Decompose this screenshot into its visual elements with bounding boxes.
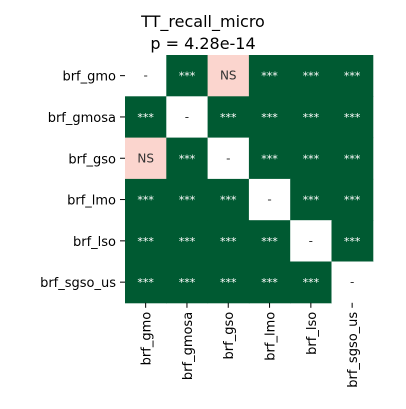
y-tick-label: brf_gso bbox=[68, 152, 116, 167]
cell-label: - bbox=[267, 193, 271, 207]
heatmap-cell bbox=[331, 96, 374, 139]
heatmap-cell bbox=[125, 178, 167, 221]
cell-label: - bbox=[185, 110, 189, 124]
cell-label: *** bbox=[303, 70, 320, 83]
cell-label: *** bbox=[261, 276, 278, 289]
cell-label: - bbox=[350, 275, 354, 289]
heatmap-cell bbox=[166, 96, 209, 139]
cell-label: *** bbox=[344, 235, 361, 248]
heatmap-cell bbox=[248, 137, 291, 180]
x-tick-label: brf_lmo bbox=[264, 312, 279, 361]
heatmap-cell bbox=[166, 178, 209, 221]
cell-label: *** bbox=[344, 111, 361, 124]
heatmap-cell bbox=[207, 261, 250, 304]
heatmap-cell bbox=[248, 178, 291, 221]
cell-label: *** bbox=[303, 276, 320, 289]
heatmap-cell bbox=[125, 137, 167, 180]
cell-label: *** bbox=[179, 152, 196, 165]
heatmap-cell bbox=[331, 220, 374, 262]
heatmap-cell bbox=[290, 178, 332, 221]
heatmap-cell bbox=[290, 220, 332, 262]
cell-label: NS bbox=[220, 69, 237, 83]
cell-label: *** bbox=[179, 276, 196, 289]
cell-label: *** bbox=[261, 70, 278, 83]
cell-label: *** bbox=[261, 111, 278, 124]
heatmap-cell bbox=[166, 220, 209, 262]
heatmap-cell bbox=[290, 96, 332, 139]
y-tick-label: brf_lso bbox=[73, 235, 116, 250]
heatmap-cell bbox=[248, 220, 291, 262]
cell-label: *** bbox=[137, 194, 154, 207]
heatmap-cell bbox=[331, 55, 374, 97]
x-tick-label: brf_lso bbox=[305, 312, 320, 355]
cell-label: - bbox=[309, 234, 313, 248]
cell-label: *** bbox=[179, 194, 196, 207]
cell-label: *** bbox=[261, 152, 278, 165]
y-tick-label: brf_gmosa bbox=[48, 111, 116, 126]
x-tick-label: brf_gso bbox=[222, 312, 237, 360]
heatmap-cell bbox=[125, 55, 167, 97]
cell-label: *** bbox=[137, 276, 154, 289]
heatmap-cell bbox=[331, 137, 374, 180]
x-tick-label: brf_gmo bbox=[140, 312, 155, 366]
cell-label: *** bbox=[179, 70, 196, 83]
cell-label: *** bbox=[344, 152, 361, 165]
cell-label: *** bbox=[303, 152, 320, 165]
heatmap-cell bbox=[125, 261, 167, 304]
cell-label: *** bbox=[303, 111, 320, 124]
cell-label: - bbox=[143, 69, 147, 83]
cell-label: *** bbox=[220, 235, 237, 248]
heatmap-cell bbox=[290, 137, 332, 180]
cell-label: - bbox=[226, 151, 230, 165]
y-tick-label: brf_gmo bbox=[62, 70, 116, 85]
heatmap-cell bbox=[290, 55, 332, 97]
cell-label: *** bbox=[220, 276, 237, 289]
heatmap-cell bbox=[166, 55, 209, 97]
heatmap-cell bbox=[331, 261, 374, 304]
heatmap-cell bbox=[207, 96, 250, 139]
heatmap-cell bbox=[331, 178, 374, 221]
heatmap-cell bbox=[207, 178, 250, 221]
heatmap-cell bbox=[248, 261, 291, 304]
y-tick-label: brf_sgso_us bbox=[40, 276, 116, 291]
heatmap-cell bbox=[166, 137, 209, 180]
heatmap-cell bbox=[248, 55, 291, 97]
heatmap-cell bbox=[207, 220, 250, 262]
cell-label: *** bbox=[137, 235, 154, 248]
heatmap-cell bbox=[166, 261, 209, 304]
cell-label: *** bbox=[220, 111, 237, 124]
heatmap-cell bbox=[290, 261, 332, 304]
heatmap-cell bbox=[207, 55, 250, 97]
heatmap-cell bbox=[248, 96, 291, 139]
x-tick-label: brf_sgso_us bbox=[346, 312, 361, 388]
cell-label: *** bbox=[344, 70, 361, 83]
cell-label: *** bbox=[261, 235, 278, 248]
cell-label: *** bbox=[179, 235, 196, 248]
heatmap-cell bbox=[125, 220, 167, 262]
cell-label: *** bbox=[137, 111, 154, 124]
x-tick-label: brf_gmosa bbox=[181, 312, 196, 380]
y-tick-label: brf_lmo bbox=[67, 194, 116, 209]
cell-label: *** bbox=[303, 194, 320, 207]
cell-label: *** bbox=[344, 194, 361, 207]
chart-subtitle: p = 4.28e-14 bbox=[150, 34, 256, 53]
cell-label: NS bbox=[137, 151, 154, 165]
heatmap-cell bbox=[125, 96, 167, 139]
heatmap-cell bbox=[207, 137, 250, 180]
cell-label: *** bbox=[220, 194, 237, 207]
chart-title: TT_recall_micro bbox=[141, 12, 265, 31]
